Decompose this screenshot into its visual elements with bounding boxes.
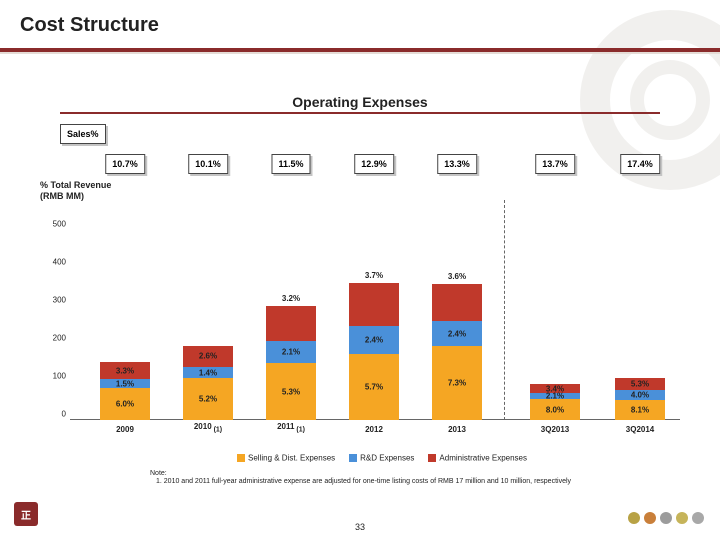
segment-value-label: 5.7% <box>349 382 399 391</box>
footnote: Note: 1. 2010 and 2011 full-year adminis… <box>150 470 650 487</box>
segment-value-label: 6.0% <box>100 399 150 408</box>
bar-segment-admin <box>349 283 399 326</box>
category-label: 2010 (1) <box>183 422 233 434</box>
slide-root: Cost Structure Operating Expenses Sales%… <box>0 0 720 540</box>
sales-pct-callout: 17.4% <box>620 154 660 174</box>
sales-pct-callout: 10.7% <box>105 154 145 174</box>
footer-dot <box>628 512 640 524</box>
bar-segment-admin <box>432 284 482 321</box>
segment-value-label: 8.1% <box>615 406 665 415</box>
legend-swatch <box>349 454 357 462</box>
bar-segment-rd: 1.4% <box>183 367 233 378</box>
segment-value-label: 8.0% <box>530 405 580 414</box>
bar-segment-rd: 2.1% <box>266 341 316 363</box>
segment-value-label: 4.0% <box>615 391 665 400</box>
bar-segment-selling: 8.0% <box>530 399 580 420</box>
bar-group: 2.1%5.3%3.2%2011 (1) <box>266 306 316 420</box>
legend-swatch <box>428 454 436 462</box>
segment-value-label: 5.3% <box>266 387 316 396</box>
bar-segment-admin: 2.6% <box>183 346 233 367</box>
bar-segment-admin: 5.3% <box>615 378 665 391</box>
bar-segment-selling: 6.0% <box>100 388 150 420</box>
title-area: Cost Structure <box>20 14 159 37</box>
section-underline <box>60 112 660 114</box>
footnote-heading: Note: <box>150 470 650 478</box>
page-number: 33 <box>0 522 720 532</box>
bar-segment-selling: 8.1% <box>615 400 665 420</box>
section-title: Operating Expenses <box>0 94 720 110</box>
segment-value-label: 3.3% <box>100 366 150 375</box>
category-label: 2013 <box>432 425 482 434</box>
bar-segment-admin <box>266 306 316 341</box>
bar-group: 2.6%1.4%5.2%2010 (1) <box>183 346 233 420</box>
period-divider <box>504 200 505 420</box>
bar-segment-rd: 2.4% <box>432 321 482 346</box>
sales-pct-callout: 10.1% <box>188 154 228 174</box>
y-tick: 100 <box>40 372 66 381</box>
y-axis-title-line1: % Total Revenue <box>40 180 111 191</box>
stacked-bar-chart: 0100200300400500 Selling & Dist. Expense… <box>70 200 680 426</box>
bar-top-label: 3.2% <box>266 294 316 303</box>
y-tick: 0 <box>40 410 66 419</box>
segment-value-label: 1.4% <box>183 368 233 377</box>
footnote-body: 1. 2010 and 2011 full-year administrativ… <box>150 478 650 486</box>
sales-pct-callout: 13.3% <box>437 154 477 174</box>
sales-pct-callout: 13.7% <box>535 154 575 174</box>
segment-value-label: 5.3% <box>615 379 665 388</box>
segment-value-label: 2.4% <box>349 335 399 344</box>
legend-swatch <box>237 454 245 462</box>
bar-segment-selling: 5.3% <box>266 363 316 420</box>
legend-label: Administrative Expenses <box>439 453 527 462</box>
footer-dot <box>692 512 704 524</box>
category-superscript: (1) <box>212 427 223 434</box>
category-label: 3Q2014 <box>615 425 665 434</box>
legend-label: Selling & Dist. Expenses <box>248 453 335 462</box>
y-axis-title: % Total Revenue (RMB MM) <box>40 180 111 202</box>
footer-dot <box>676 512 688 524</box>
y-tick: 400 <box>40 258 66 267</box>
bar-segment-selling: 5.7% <box>349 354 399 420</box>
y-tick: 300 <box>40 296 66 305</box>
bar-top-label: 3.7% <box>349 271 399 280</box>
bar-top-label: 3.6% <box>432 272 482 281</box>
sales-pct-box: Sales% <box>60 124 106 144</box>
segment-value-label: 2.6% <box>183 352 233 361</box>
footer-dot <box>660 512 672 524</box>
page-title: Cost Structure <box>20 14 159 37</box>
legend-label: R&D Expenses <box>360 453 414 462</box>
bar-group: 2.4%7.3%3.6%2013 <box>432 284 482 420</box>
category-label: 2012 <box>349 425 399 434</box>
bar-segment-rd: 2.4% <box>349 326 399 353</box>
brand-logo: 正 <box>14 502 38 526</box>
category-label: 2009 <box>100 425 150 434</box>
bar-segment-selling: 5.2% <box>183 378 233 420</box>
footer-ornament <box>628 512 704 524</box>
y-tick: 500 <box>40 220 66 229</box>
segment-value-label: 2.4% <box>432 329 482 338</box>
category-label: 3Q2013 <box>530 425 580 434</box>
title-rule <box>0 48 720 52</box>
segment-value-label: 2.1% <box>266 348 316 357</box>
segment-value-label: 1.5% <box>100 379 150 388</box>
bar-segment-rd: 4.0% <box>615 390 665 400</box>
sales-pct-callout: 11.5% <box>271 154 310 174</box>
bar-group: 5.3%4.0%8.1%3Q2014 <box>615 378 665 420</box>
category-superscript: (1) <box>294 427 305 434</box>
y-tick: 200 <box>40 334 66 343</box>
bar-segment-rd: 1.5% <box>100 379 150 387</box>
bar-group: 2.4%5.7%3.7%2012 <box>349 283 399 420</box>
bar-segment-selling: 7.3% <box>432 346 482 420</box>
footer-dot <box>644 512 656 524</box>
segment-value-label: 5.2% <box>183 395 233 404</box>
category-label: 2011 (1) <box>266 422 316 434</box>
segment-value-label: 7.3% <box>432 379 482 388</box>
bar-segment-admin: 3.3% <box>100 362 150 379</box>
bar-group: 3.4%2.1%8.0%3Q2013 <box>530 384 580 420</box>
sales-pct-callout: 12.9% <box>354 154 394 174</box>
y-axis: 0 100 200 300 400 500 <box>40 200 66 420</box>
bar-group: 3.3%1.5%6.0%2009 <box>100 362 150 420</box>
chart-legend: Selling & Dist. Expenses R&D Expenses Admi… <box>70 453 680 462</box>
